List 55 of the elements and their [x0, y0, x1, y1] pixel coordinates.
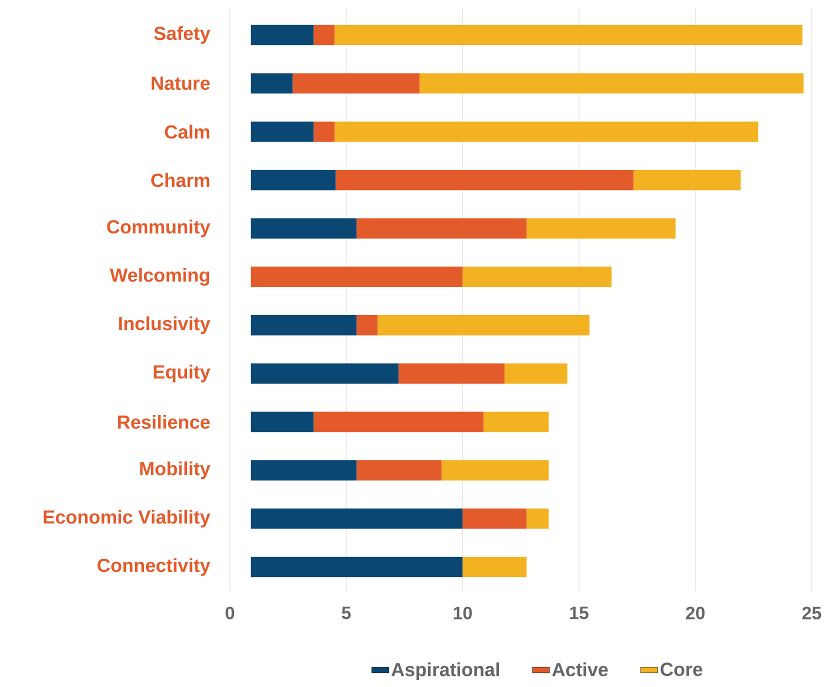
bar — [462, 556, 527, 578]
bar — [250, 170, 336, 190]
y-tick-label: Nature — [152, 76, 210, 90]
bar — [504, 364, 568, 384]
y-tick-label: Welcoming — [110, 268, 210, 286]
bar — [420, 73, 804, 94]
bar — [250, 556, 463, 578]
y-tick-label: Mobility — [140, 462, 210, 480]
bar — [356, 460, 442, 481]
y-tick-label: Safety — [154, 26, 210, 44]
bar — [526, 218, 676, 239]
x-tick-label: 25 — [802, 606, 822, 620]
bar — [462, 508, 527, 529]
x-tick-label: 0 — [226, 606, 234, 620]
legend-label: Aspirational — [391, 662, 499, 680]
bar — [484, 412, 549, 432]
bar — [462, 266, 612, 288]
legend-label: Active — [552, 662, 608, 676]
y-tick-label: Charm — [151, 173, 210, 188]
bar — [314, 412, 484, 432]
bar — [250, 460, 357, 481]
bar — [314, 122, 335, 142]
bar — [250, 73, 293, 94]
bar — [334, 24, 802, 46]
legend-label: Core — [660, 662, 702, 676]
y-tick-label: Community — [107, 220, 210, 238]
x-tick-label: 20 — [686, 606, 705, 620]
bar — [526, 508, 549, 529]
bar — [250, 24, 314, 46]
bar — [250, 508, 463, 529]
bar — [314, 24, 335, 46]
y-tick-label: Connectivity — [98, 558, 210, 576]
bar — [334, 122, 758, 142]
x-tick-label: 15 — [570, 606, 588, 620]
x-tick-label: 5 — [342, 606, 351, 620]
bar — [250, 218, 357, 239]
y-tick-label: Inclusivity — [119, 316, 210, 334]
bar — [442, 460, 549, 481]
bar — [292, 73, 420, 94]
bar — [250, 122, 314, 142]
y-tick-label: Economic Viability — [44, 510, 210, 528]
bar — [250, 364, 399, 384]
bar — [378, 315, 590, 336]
bar — [398, 364, 505, 384]
bar — [250, 315, 357, 336]
bar — [336, 170, 634, 190]
bar — [250, 412, 314, 432]
bar — [250, 266, 463, 288]
bar — [634, 170, 741, 190]
y-tick-label: Resilience — [118, 415, 210, 429]
y-tick-label: Calm — [164, 124, 210, 139]
y-tick-label: Equity — [154, 364, 210, 382]
x-tick-label: 10 — [454, 606, 472, 620]
bar — [356, 218, 527, 239]
bar — [356, 315, 378, 336]
